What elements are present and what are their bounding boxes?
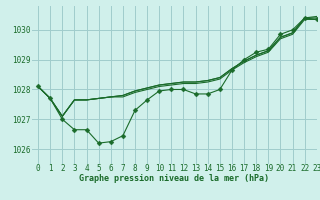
- X-axis label: Graphe pression niveau de la mer (hPa): Graphe pression niveau de la mer (hPa): [79, 174, 269, 183]
